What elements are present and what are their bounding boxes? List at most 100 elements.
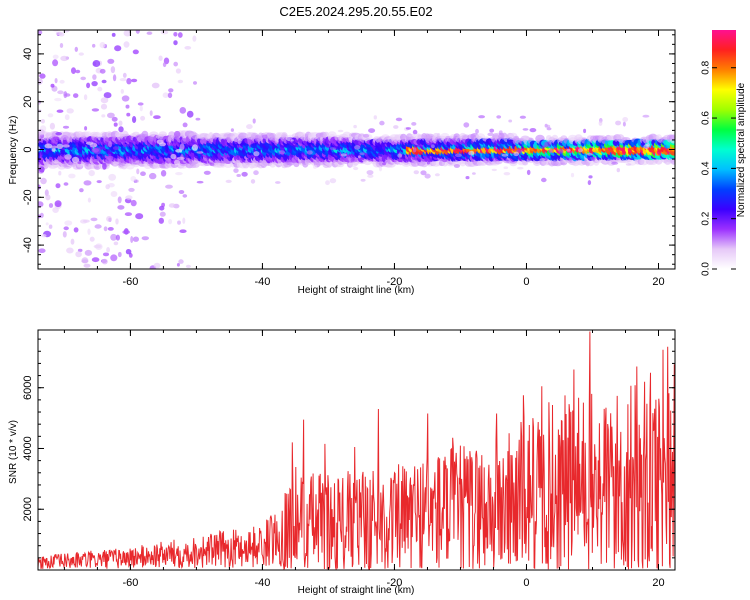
spectrogram-scatter-cell [158,55,163,61]
spectrogram-scatter-cell [195,117,201,121]
spectrogram-x-tick-label: 20 [652,276,664,288]
spectrogram-scatter-cell [107,227,114,231]
spectrogram-scatter-cell [114,45,122,52]
spectrogram-scatter-cell [173,32,178,37]
spectrogram-scatter-cell [162,62,167,68]
spectrogram-cell [191,162,200,168]
spectrogram-scatter-cell [119,78,127,82]
spectrogram-scatter-cell [508,119,513,123]
spectrogram-scatter-cell [64,220,73,226]
spectrogram-scatter-cell [113,146,119,151]
spectrogram-scatter-cell [47,113,54,118]
spectrogram-scatter-cell [83,180,92,186]
spectrogram-scatter-cell [570,172,575,178]
spectrogram-scatter-cell [149,110,153,116]
spectrogram-scatter-cell [125,249,132,255]
spectrogram-scatter-cell [89,236,95,242]
spectrogram-scatter-cell [230,160,235,164]
spectrogram-scatter-cell [103,92,112,99]
spectrogram-scatter-cell [182,217,186,224]
spectrogram-scatter-cell [341,153,347,157]
spectrogram-scatter-cell [60,55,69,62]
colorbar-tick-label: 0.0 [701,262,712,276]
spectrogram-scatter-cell [38,146,41,152]
spectrogram-scatter-cell [48,224,53,229]
spectrogram-scatter-cell [192,35,197,42]
spectrogram-scatter-cell [162,92,169,98]
spectrogram-scatter-cell [541,177,547,183]
snr-x-label: Height of straight line (km) [298,585,415,596]
spectrogram-scatter-cell [585,162,590,167]
spectrogram-scatter-cell [196,151,204,154]
spectrogram-scatter-cell [110,191,118,197]
spectrogram-scatter-cell [91,108,100,112]
spectrogram-scatter-cell [64,114,70,121]
spectrogram-scatter-cell [167,92,173,99]
colorbar-tick-label: 0.2 [701,211,712,225]
spectrogram-scatter-cell [160,30,169,35]
spectrogram-scatter-cell [118,120,123,126]
spectrogram-scatter-cell [253,151,260,157]
spectrogram-scatter-cell [140,115,146,121]
spectrogram-scatter-cell [125,104,130,109]
spectrogram-scatter-cell [517,166,524,170]
spectrogram-scatter-cell [475,128,479,134]
spectrogram-x-tick-label: -20 [387,276,403,288]
spectrogram-scatter-cell [487,132,494,137]
spectrogram-scatter-cell [168,203,176,208]
spectrogram-scatter-cell [38,184,41,190]
spectrogram-scatter-cell [501,153,509,157]
spectrogram-scatter-cell [320,137,324,142]
spectrogram-cell [461,134,470,140]
spectrogram-scatter-cell [368,128,376,134]
spectrogram-cell [238,132,248,140]
spectrogram-scatter-cell [420,170,427,176]
spectrogram-scatter-cell [246,124,253,130]
spectrogram-y-tick-label: -40 [22,237,34,253]
spectrogram-scatter-cell [62,231,67,238]
spectrogram-scatter-cell [56,109,64,113]
spectrogram-scatter-cell [503,166,509,169]
spectrogram-scatter-cell [214,162,221,166]
spectrogram-scatter-cell [208,132,214,138]
spectrogram-scatter-cell [177,220,181,225]
spectrogram-scatter-cell [478,115,485,119]
spectrogram-scatter-cell [158,217,164,224]
spectrogram-scatter-cell [127,135,132,143]
spectrogram-scatter-cell [81,259,89,264]
spectrogram-scatter-cell [522,128,529,131]
spectrogram-scatter-cell [115,234,120,241]
spectrogram-scatter-cell [61,135,69,140]
spectrogram-scatter-cell [434,173,440,177]
spectrogram-scatter-cell [134,179,139,183]
spectrogram-scatter-cell [248,140,254,145]
spectrogram-scatter-cell [73,93,79,98]
spectrogram-scatter-cell [176,263,180,267]
spectrogram-scatter-cell [58,32,65,37]
spectrogram-scatter-cell [160,170,167,177]
spectrogram-cell [655,158,663,165]
spectrogram-scatter-cell [78,52,84,56]
spectrogram-scatter-cell [463,122,470,128]
spectrogram-scatter-cell [598,120,603,126]
spectrogram-scatter-cell [108,173,117,181]
spectrogram-scatter-cell [94,224,102,229]
spectrogram-scatter-cell [132,49,139,55]
spectrogram-scatter-cell [337,129,344,133]
colorbar-tick-label: 0.4 [701,161,712,175]
spectrogram-scatter-cell [490,136,494,140]
spectrogram-scatter-cell [362,133,370,138]
spectrogram-scatter-cell [38,78,43,85]
spectrogram-scatter-cell [141,236,149,241]
colorbar: 0.0 0.2 0.4 0.6 0.8 Normalized spectral ampl… [701,30,747,276]
spectrogram-scatter-cell [329,178,337,184]
spectrogram-scatter-cell [59,43,64,48]
spectrogram-scatter-cell [93,244,102,249]
spectrogram-scatter-cell [622,121,626,127]
spectrogram-panel: -60 -40 -20 0 20 -40 -20 0 20 40 Height of strai… [8,29,676,296]
spectrogram-scatter-cell [91,81,98,87]
spectrogram-scatter-cell [102,252,110,257]
spectrogram-scatter-cell [196,180,204,184]
spectrogram-scatter-cell [131,78,138,83]
spectrogram-scatter-cell [397,153,403,158]
